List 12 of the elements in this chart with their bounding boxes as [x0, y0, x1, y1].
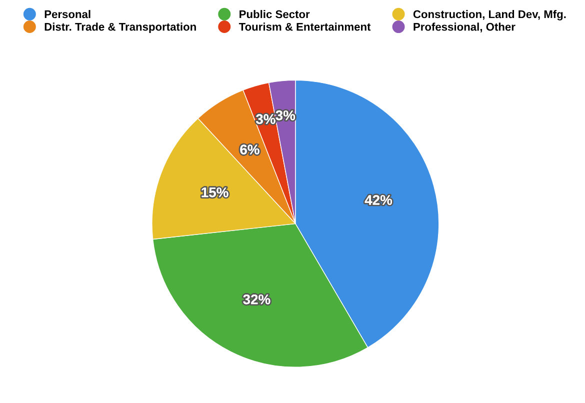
legend-label: Construction, Land Dev, Mfg.: [413, 10, 566, 20]
data-label: 3%: [256, 114, 276, 124]
data-label: 42%: [364, 195, 392, 205]
data-label: 32%: [243, 294, 270, 304]
data-label: 3%: [276, 110, 296, 120]
data-label: 6%: [240, 144, 260, 154]
legend-label: Tourism & Entertainment: [238, 22, 371, 31]
data-label: 15%: [202, 187, 228, 198]
legend-label: Distr. Trade & Transportation: [44, 22, 196, 33]
legend-label: Professional, Other: [414, 22, 516, 32]
legend-label: Personal: [44, 10, 90, 18]
legend-label: Public Sector: [240, 10, 310, 18]
